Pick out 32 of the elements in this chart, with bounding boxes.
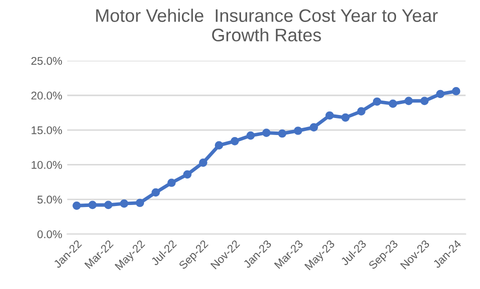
point <box>214 141 224 150</box>
point <box>452 87 460 96</box>
point <box>357 107 366 116</box>
y-tick-label: 15.0% <box>32 126 62 134</box>
point <box>167 178 176 187</box>
point <box>198 158 208 167</box>
y-tick-label: 5.0% <box>37 196 62 204</box>
point <box>404 96 413 106</box>
point <box>152 188 160 197</box>
point <box>372 97 382 106</box>
point <box>388 100 398 108</box>
point <box>278 129 286 138</box>
y-tick-label: 10.0% <box>32 160 62 169</box>
point <box>262 128 271 137</box>
point <box>436 90 444 98</box>
point <box>294 126 302 135</box>
y-tick-label: 20.0% <box>31 92 62 100</box>
point <box>230 136 239 146</box>
point <box>341 113 350 122</box>
y-tick-label: 25.0% <box>31 56 62 65</box>
y-tick-label: 0.0% <box>37 230 62 238</box>
point <box>310 123 318 132</box>
point <box>72 201 81 210</box>
point <box>420 96 429 106</box>
point <box>120 199 128 208</box>
point <box>136 198 144 208</box>
chart-title: Motor Vehicle Insurance Cost Year to Year Growth Rates <box>96 8 438 42</box>
point <box>88 200 97 210</box>
point <box>325 111 334 120</box>
point <box>104 200 112 210</box>
point <box>246 131 255 140</box>
point <box>183 170 192 179</box>
